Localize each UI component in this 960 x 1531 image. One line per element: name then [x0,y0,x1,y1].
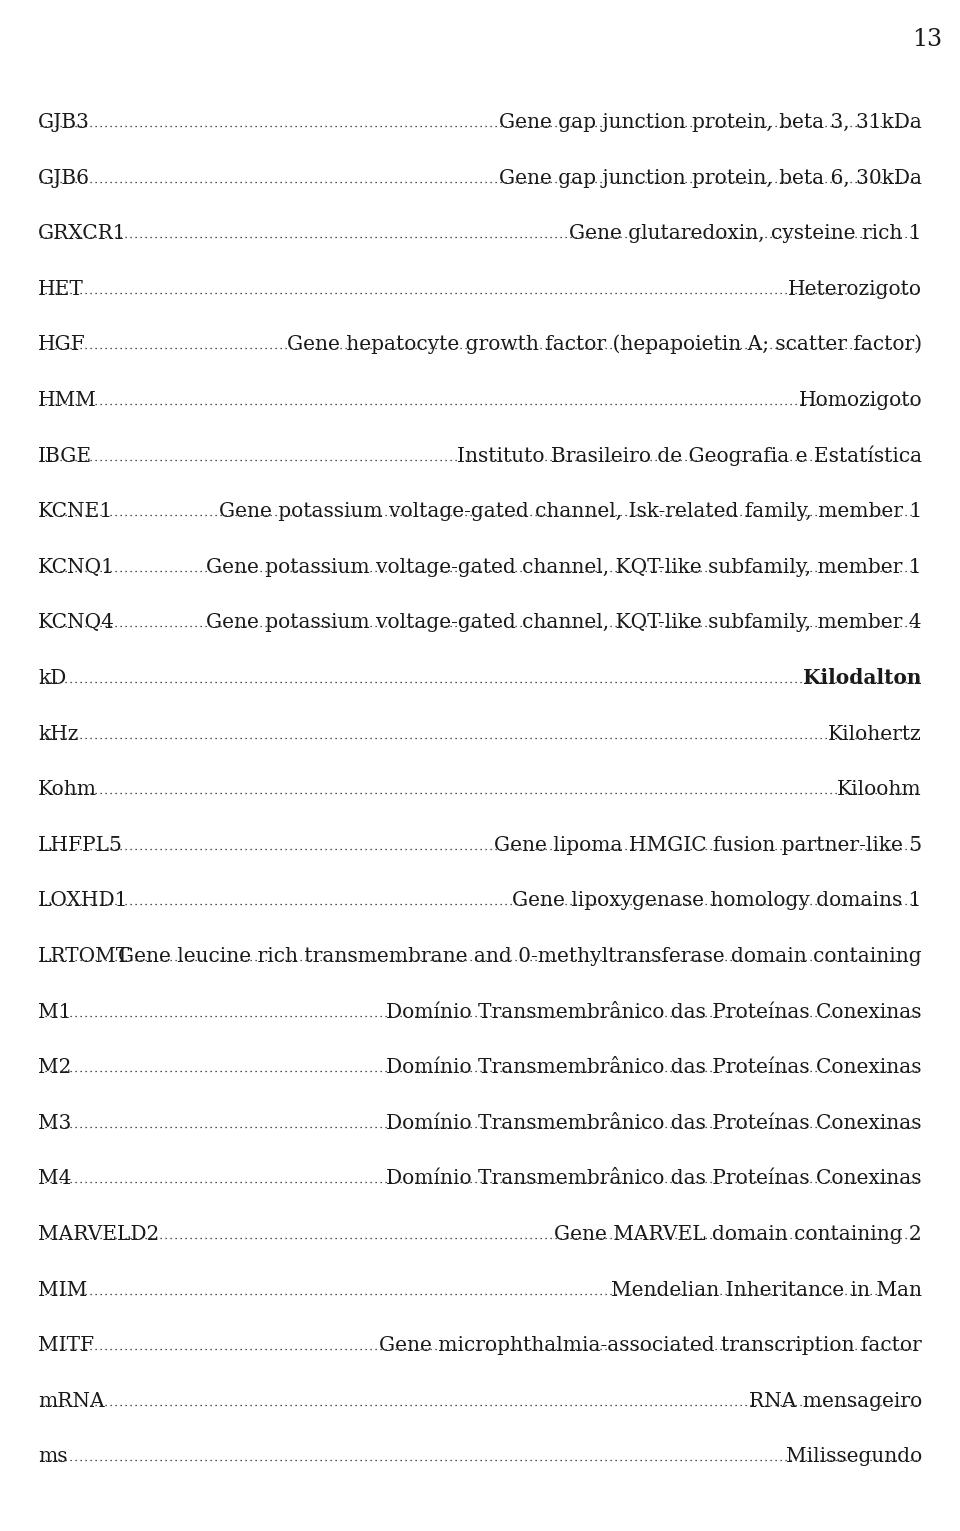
Text: HGF: HGF [38,335,85,354]
Text: Gene microphthalmia-associated transcription factor: Gene microphthalmia-associated transcrip… [379,1337,922,1355]
Text: KCNE1: KCNE1 [38,502,113,521]
Text: Gene potassium voltage-gated channel, KQT-like subfamily, member 1: Gene potassium voltage-gated channel, KQ… [206,557,922,577]
Text: HMM: HMM [38,390,97,410]
Text: Kilodalton: Kilodalton [804,668,922,687]
Text: Gene lipoma HMGIC fusion partner-like 5: Gene lipoma HMGIC fusion partner-like 5 [493,836,922,854]
Text: Kohm: Kohm [38,781,97,799]
Text: Milissegundo: Milissegundo [785,1447,922,1467]
Text: M4: M4 [38,1170,71,1188]
Text: MIM: MIM [38,1280,87,1300]
Text: Domínio Transmembrânico das Proteínas Conexinas: Domínio Transmembrânico das Proteínas Co… [387,1170,922,1188]
Text: Domínio Transmembrânico das Proteínas Conexinas: Domínio Transmembrânico das Proteínas Co… [387,1113,922,1133]
Text: M2: M2 [38,1058,71,1078]
Text: KCNQ4: KCNQ4 [38,614,115,632]
Text: Gene leucine rich transmembrane and 0-methyltransferase domain containing: Gene leucine rich transmembrane and 0-me… [118,948,922,966]
Text: M3: M3 [38,1113,71,1133]
Text: ms: ms [38,1447,67,1467]
Text: Mendelian Inheritance in Man: Mendelian Inheritance in Man [611,1280,922,1300]
Text: GJB6: GJB6 [38,168,90,188]
Text: LRTOMT: LRTOMT [38,948,131,966]
Text: RNA mensageiro: RNA mensageiro [749,1392,922,1410]
Text: Heterozigoto: Heterozigoto [788,280,922,299]
Text: Instituto Brasileiro de Geografia e Estatística: Instituto Brasileiro de Geografia e Esta… [457,446,922,465]
Text: LOXHD1: LOXHD1 [38,891,129,911]
Text: Homozigoto: Homozigoto [799,390,922,410]
Text: mRNA: mRNA [38,1392,105,1410]
Text: Domínio Transmembrânico das Proteínas Conexinas: Domínio Transmembrânico das Proteínas Co… [387,1058,922,1078]
Text: Gene MARVEL domain containing 2: Gene MARVEL domain containing 2 [554,1225,922,1245]
Text: HET: HET [38,280,84,299]
Text: IBGE: IBGE [38,447,92,465]
Text: Gene glutaredoxin, cysteine rich 1: Gene glutaredoxin, cysteine rich 1 [569,224,922,243]
Text: GRXCR1: GRXCR1 [38,224,127,243]
Text: M1: M1 [38,1003,71,1021]
Text: Gene lipoxygenase homology domains 1: Gene lipoxygenase homology domains 1 [513,891,922,911]
Text: KCNQ1: KCNQ1 [38,557,115,577]
Text: kHz: kHz [38,724,79,744]
Text: LHFPL5: LHFPL5 [38,836,123,854]
Text: GJB3: GJB3 [38,113,90,132]
Text: 13: 13 [912,28,942,51]
Text: Gene hepatocyte growth factor (hepapoietin A; scatter factor): Gene hepatocyte growth factor (hepapoiet… [287,335,922,354]
Text: Gene gap junction protein, beta 3, 31kDa: Gene gap junction protein, beta 3, 31kDa [499,113,922,132]
Text: Domínio Transmembrânico das Proteínas Conexinas: Domínio Transmembrânico das Proteínas Co… [387,1003,922,1021]
Text: kD: kD [38,669,66,687]
Text: Gene gap junction protein, beta 6, 30kDa: Gene gap junction protein, beta 6, 30kDa [499,168,922,188]
Text: Gene potassium voltage-gated channel, KQT-like subfamily, member 4: Gene potassium voltage-gated channel, KQ… [206,614,922,632]
Text: MITF: MITF [38,1337,94,1355]
Text: Kiloohm: Kiloohm [837,781,922,799]
Text: Kilohertz: Kilohertz [828,724,922,744]
Text: MARVELD2: MARVELD2 [38,1225,159,1245]
Text: Gene potassium voltage-gated channel, Isk-related family, member 1: Gene potassium voltage-gated channel, Is… [219,502,922,521]
